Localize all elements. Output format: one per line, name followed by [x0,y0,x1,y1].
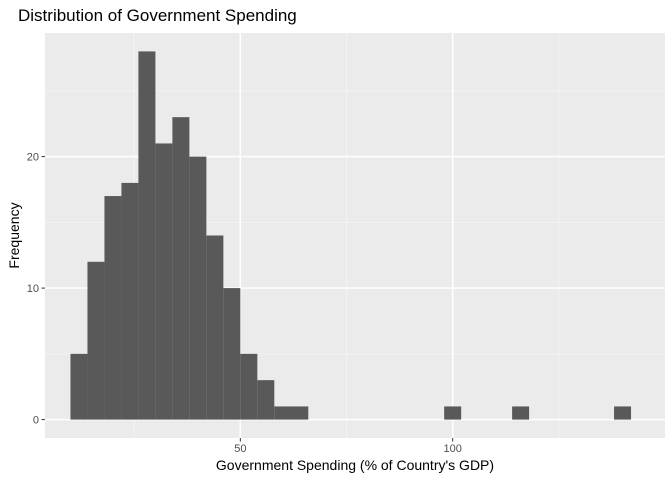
histogram-bar [70,353,88,420]
histogram-bar [87,261,105,420]
x-tick-label: 50 [234,443,246,455]
histogram-bar [257,380,275,420]
histogram-bar [444,406,462,420]
histogram-bar [172,117,190,420]
histogram-bars [70,51,632,420]
histogram-bar [104,196,122,420]
x-tick-label: 100 [443,443,461,455]
histogram-bar [223,288,241,420]
chart-title: Distribution of Government Spending [18,6,297,25]
axis-tick-labels: 50 100 0 10 20 [27,152,462,455]
histogram-bar [138,51,156,420]
histogram-bar [240,353,258,420]
axis-ticks [41,156,454,442]
histogram-bar [274,406,309,420]
histogram-bar [121,182,139,420]
histogram-bar [155,143,173,420]
histogram-bar [512,406,530,420]
x-axis-title: Government Spending (% of Country's GDP) [216,457,494,473]
y-tick-label: 20 [27,152,39,164]
histogram-bar [614,406,632,420]
y-axis-title: Frequency [6,202,22,268]
histogram-bar [206,235,224,420]
histogram-bar [189,156,207,420]
y-tick-label: 10 [27,283,39,295]
y-tick-label: 0 [33,415,39,427]
